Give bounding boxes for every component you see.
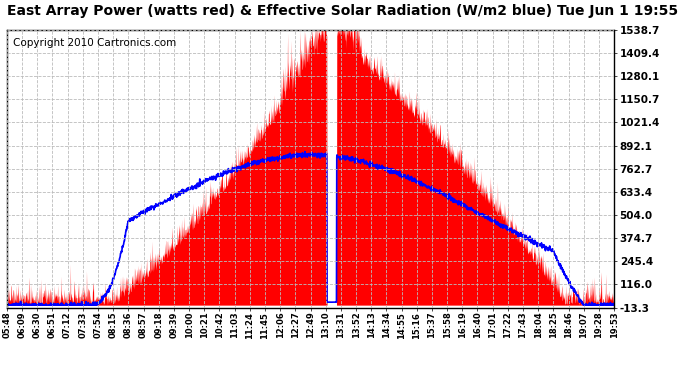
Text: Copyright 2010 Cartronics.com: Copyright 2010 Cartronics.com xyxy=(13,38,176,48)
Text: East Array Power (watts red) & Effective Solar Radiation (W/m2 blue) Tue Jun 1 1: East Array Power (watts red) & Effective… xyxy=(7,4,678,18)
